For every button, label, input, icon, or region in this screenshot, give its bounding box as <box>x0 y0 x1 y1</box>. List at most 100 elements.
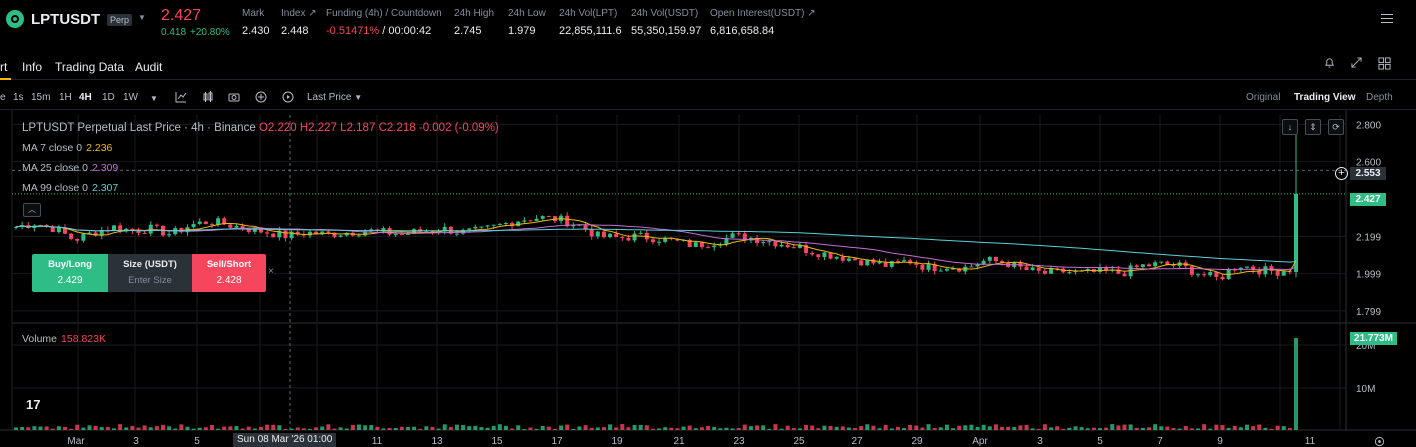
volume-bar <box>1275 425 1280 430</box>
candle-body <box>534 218 539 222</box>
candle-body <box>779 244 784 247</box>
candle-body <box>902 260 907 262</box>
time-axis-label: Mar <box>67 436 85 447</box>
candle-body <box>1220 276 1225 280</box>
stat-label: 24h Vol(LPT) <box>559 8 618 19</box>
candle-body <box>332 232 337 237</box>
volume-bar <box>436 428 441 430</box>
candle-body <box>430 230 435 232</box>
view-original[interactable]: Original <box>1246 92 1281 103</box>
volume-bar <box>295 427 300 430</box>
view-trading-view[interactable]: Trading View <box>1294 92 1356 103</box>
tradingview-logo-icon[interactable]: 17 <box>26 397 41 412</box>
view-depth[interactable]: Depth <box>1366 92 1393 103</box>
price-change: 0.418 +20.80% <box>161 27 234 38</box>
interval-1d[interactable]: 1D <box>102 92 115 103</box>
last-price-tag: 2.427 <box>1350 193 1386 206</box>
volume-bar <box>93 425 98 430</box>
volume-bar <box>14 427 18 430</box>
settings-gear-icon[interactable] <box>1374 436 1385 447</box>
interval-15m[interactable]: 15m <box>31 92 51 103</box>
ma7-legend[interactable]: MA 7 close 0 2.236 <box>22 142 112 154</box>
candle-body <box>785 244 790 248</box>
candle-body <box>1202 274 1207 276</box>
ma99-legend[interactable]: MA 99 close 0 2.307 <box>22 182 118 194</box>
crosshair-price-tag: 2.553 <box>1350 167 1386 180</box>
candle-body <box>38 225 43 227</box>
add-alert-icon[interactable]: + <box>1335 167 1348 180</box>
price-tick-label: 2.600 <box>1356 158 1381 169</box>
tab-trading-data[interactable]: Trading Data <box>55 60 124 74</box>
interval-more-icon[interactable]: ▼ <box>150 94 158 103</box>
price-type-select[interactable]: Last Price ▼ <box>307 92 362 103</box>
candle-body <box>565 215 570 227</box>
tab-info[interactable]: Info <box>22 60 43 74</box>
candle-body <box>663 237 668 242</box>
tab-audit[interactable]: Audit <box>135 60 163 74</box>
stat-24h-vol-lpt: 24h Vol(LPT) 22,855,111.6 <box>559 8 622 37</box>
refresh-icon[interactable]: ⟳ <box>1328 119 1344 135</box>
buy-long-button[interactable]: Buy/Long 2.429 <box>32 254 108 292</box>
layout-grid-icon[interactable] <box>1378 57 1391 70</box>
volume-bar <box>191 428 196 430</box>
volume-bar <box>1153 424 1158 430</box>
tab-chart[interactable]: rt <box>0 60 8 74</box>
close-icon[interactable]: × <box>268 266 274 277</box>
camera-icon[interactable] <box>228 91 240 103</box>
menu-collapse-icon[interactable] <box>1381 14 1393 26</box>
replay-icon[interactable] <box>282 91 294 103</box>
time-axis-label: 11 <box>1305 436 1316 447</box>
interval-1s[interactable]: 1s <box>13 92 24 103</box>
volume-bar <box>534 428 539 430</box>
size-input[interactable]: Size (USDT) Enter Size <box>108 254 192 292</box>
expand-icon[interactable] <box>1351 57 1362 68</box>
indicator-icon[interactable] <box>175 91 187 103</box>
candle-body <box>467 228 472 230</box>
candle-body <box>1269 266 1274 271</box>
volume-bar <box>203 427 208 430</box>
volume-bar <box>405 427 410 430</box>
volume-bar <box>963 425 968 430</box>
scroll-down-icon[interactable]: ↓ <box>1282 119 1298 135</box>
volume-bar <box>326 424 331 430</box>
volume-bar <box>644 425 649 430</box>
sell-short-button[interactable]: Sell/Short 2.428 <box>192 254 266 292</box>
symbol-name[interactable]: LPTUSDT <box>31 11 101 28</box>
interval-1w[interactable]: 1W <box>123 92 138 103</box>
volume-bar <box>1110 424 1115 430</box>
ma25-legend[interactable]: MA 25 close 0 2.309 <box>22 162 118 174</box>
interval-4h[interactable]: 4H <box>79 92 92 103</box>
candle-body <box>136 230 141 233</box>
volume-bar <box>216 428 221 430</box>
candle-type-icon[interactable] <box>202 91 214 103</box>
volume-bar <box>859 426 864 430</box>
volume-bar <box>32 426 37 430</box>
contract-type-badge: Perp <box>107 14 133 26</box>
add-indicator-icon[interactable] <box>255 91 267 103</box>
volume-bar <box>111 428 116 430</box>
candle-body <box>252 227 257 232</box>
candle-body <box>840 256 845 261</box>
candle-body <box>209 224 214 226</box>
candle-body <box>363 231 368 236</box>
interval-1h[interactable]: 1H <box>59 92 72 103</box>
bell-icon[interactable] <box>1324 57 1335 68</box>
candle-body <box>1238 267 1243 270</box>
volume-bar <box>473 425 478 430</box>
candle-body <box>834 256 839 259</box>
candle-body <box>1171 264 1176 266</box>
interval-partial[interactable]: e <box>0 92 6 103</box>
candle-body <box>693 242 698 247</box>
collapse-pane-icon[interactable]: ⇕ <box>1305 119 1321 135</box>
stat-open-interest[interactable]: Open Interest(USDT) ↗ 6,816,658.84 <box>710 8 816 37</box>
volume-bar <box>497 424 502 430</box>
candle-body <box>399 234 404 236</box>
price-chart[interactable]: 2.800 2.600 2.199 1.999 1.799 20M 10M Mar 3 5 11 13… <box>0 110 1416 447</box>
legend-collapse-icon[interactable]: ︿ <box>23 203 41 217</box>
stat-index[interactable]: Index ↗ 2.448 <box>281 8 317 37</box>
candle-body <box>1189 266 1194 275</box>
volume-bar <box>387 427 392 430</box>
symbol-dropdown-icon[interactable]: ▼ <box>138 13 146 22</box>
volume-legend[interactable]: Volume 158.823K <box>22 333 106 345</box>
candle-body <box>442 226 447 232</box>
